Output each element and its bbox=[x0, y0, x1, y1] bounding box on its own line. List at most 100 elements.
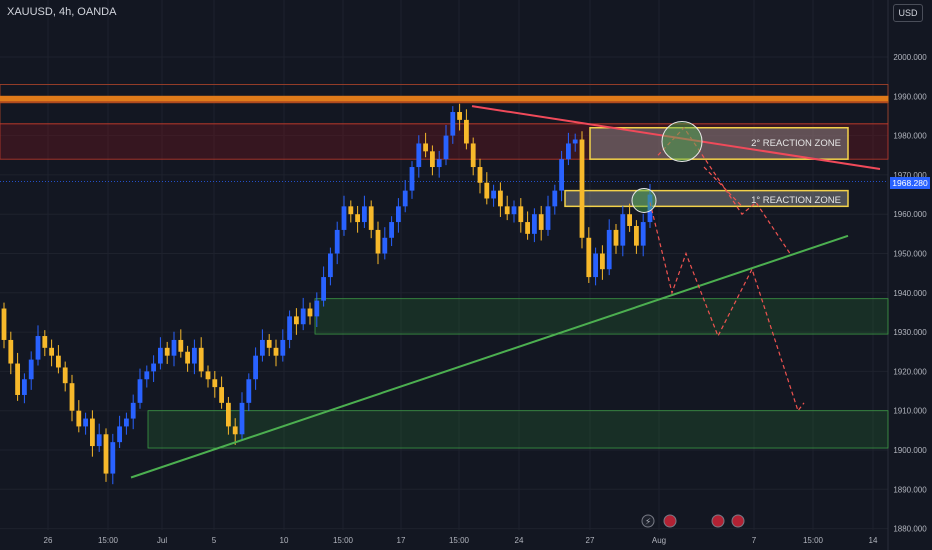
candle-body bbox=[620, 214, 626, 246]
candle-body bbox=[640, 222, 646, 246]
candle-body bbox=[83, 418, 88, 427]
candle-body bbox=[185, 351, 190, 364]
zone-2-label: 2° REACTION ZONE bbox=[751, 138, 841, 149]
candle-body bbox=[368, 206, 374, 230]
candle-body bbox=[518, 206, 524, 223]
time-tick-label: 15:00 bbox=[803, 536, 824, 545]
candle-body bbox=[389, 222, 394, 238]
candle-body bbox=[545, 206, 551, 230]
candle-body bbox=[355, 214, 360, 223]
candle-body bbox=[613, 229, 619, 246]
candle-body bbox=[498, 190, 503, 207]
time-tick-label: 7 bbox=[752, 536, 757, 545]
candle-body bbox=[35, 336, 41, 360]
grid-lines bbox=[0, 0, 889, 550]
us-flag-icon bbox=[663, 514, 677, 528]
candle-body bbox=[300, 308, 306, 325]
candle-body bbox=[205, 371, 211, 380]
lightning-glyph: ⚡ bbox=[645, 517, 651, 527]
candle-body bbox=[178, 339, 184, 352]
projected-path-upper bbox=[657, 126, 791, 254]
time-tick-label: 17 bbox=[397, 536, 406, 545]
candle-body bbox=[457, 112, 462, 120]
demand-zone-1 bbox=[314, 298, 889, 335]
price-tick-label: 2000.000 bbox=[893, 53, 927, 62]
candle-body bbox=[56, 355, 61, 368]
candle-body bbox=[42, 336, 48, 348]
candle-body bbox=[76, 410, 82, 427]
candle-body bbox=[362, 206, 367, 223]
candle-body bbox=[443, 135, 449, 160]
candle-body bbox=[96, 434, 102, 447]
time-axis[interactable]: 26 15:00 Jul 5 10 15:00 17 15:00 24 27 Aug 7 15:00 14 bbox=[44, 536, 878, 545]
candle-body bbox=[634, 225, 639, 246]
candle-body bbox=[294, 316, 299, 325]
candle-body bbox=[69, 383, 75, 411]
candle-body bbox=[511, 206, 517, 215]
resistance-trendline bbox=[471, 105, 881, 170]
last-price-label: 1968.280 bbox=[890, 177, 930, 189]
candle-body bbox=[49, 347, 54, 356]
candle-body bbox=[627, 214, 632, 226]
candle-body bbox=[260, 339, 265, 356]
price-tick-label: 1930.000 bbox=[893, 328, 927, 337]
time-tick-label: 5 bbox=[212, 536, 217, 545]
support-trendline bbox=[130, 234, 849, 479]
currency-button[interactable]: USD bbox=[893, 4, 923, 22]
price-tick-label: 1950.000 bbox=[893, 250, 927, 259]
candle-body bbox=[28, 359, 34, 380]
price-tick-label: 1880.000 bbox=[893, 525, 927, 534]
time-tick-label: 15:00 bbox=[333, 536, 354, 545]
price-tick-label: 1940.000 bbox=[893, 289, 927, 298]
candle-body bbox=[348, 206, 354, 215]
candle-body bbox=[110, 442, 116, 474]
price-tick-label: 1990.000 bbox=[893, 92, 927, 101]
price-axis[interactable]: 2000.000 1990.000 1980.000 1970.000 1960.000… bbox=[893, 53, 927, 534]
price-tick-label: 1890.000 bbox=[893, 485, 927, 494]
candle-body bbox=[450, 112, 456, 136]
candle-body bbox=[321, 277, 326, 301]
candle-body bbox=[314, 300, 320, 317]
price-tick-label: 1970.000 bbox=[893, 171, 927, 180]
candle-body bbox=[538, 214, 544, 230]
resistance-band-inner bbox=[0, 101, 888, 104]
candle-body bbox=[402, 190, 408, 207]
candle-body bbox=[423, 143, 428, 152]
candle-body bbox=[62, 367, 68, 384]
candle-body bbox=[552, 190, 558, 207]
candle-body bbox=[375, 229, 381, 254]
time-tick-label: 26 bbox=[44, 536, 53, 545]
candle-body bbox=[600, 253, 605, 270]
candle-body bbox=[586, 237, 592, 278]
candle-body bbox=[559, 159, 564, 191]
candle-body bbox=[566, 143, 571, 160]
candle-body bbox=[470, 143, 476, 168]
resistance-outline bbox=[0, 84, 889, 125]
candle-body bbox=[212, 379, 218, 388]
candle-body bbox=[416, 143, 422, 168]
candle-body bbox=[287, 316, 292, 340]
time-tick-label: 15:00 bbox=[449, 536, 470, 545]
candle-body bbox=[90, 418, 95, 447]
reaction-zone-1 bbox=[564, 189, 849, 208]
candle-body bbox=[144, 371, 150, 380]
candle-body bbox=[341, 206, 347, 230]
candle-body bbox=[117, 426, 122, 443]
candle-body bbox=[239, 402, 245, 435]
candle-body bbox=[158, 347, 163, 364]
reaction-circle-1 bbox=[631, 187, 657, 213]
symbol-title: XAUUSD, 4h, OANDA bbox=[7, 6, 117, 18]
candle-body bbox=[1, 308, 7, 340]
candle-body bbox=[593, 253, 598, 278]
projected-path-link bbox=[703, 166, 743, 207]
candle-body bbox=[198, 347, 204, 372]
time-tick-label: 10 bbox=[280, 536, 289, 545]
candle-body bbox=[124, 418, 129, 427]
event-icons: ⚡ bbox=[641, 514, 745, 528]
candle-body bbox=[151, 363, 156, 372]
candle-body bbox=[396, 206, 401, 223]
candle-body bbox=[477, 167, 483, 183]
time-tick-label: 24 bbox=[515, 536, 524, 545]
demand-zone-2 bbox=[147, 410, 889, 449]
